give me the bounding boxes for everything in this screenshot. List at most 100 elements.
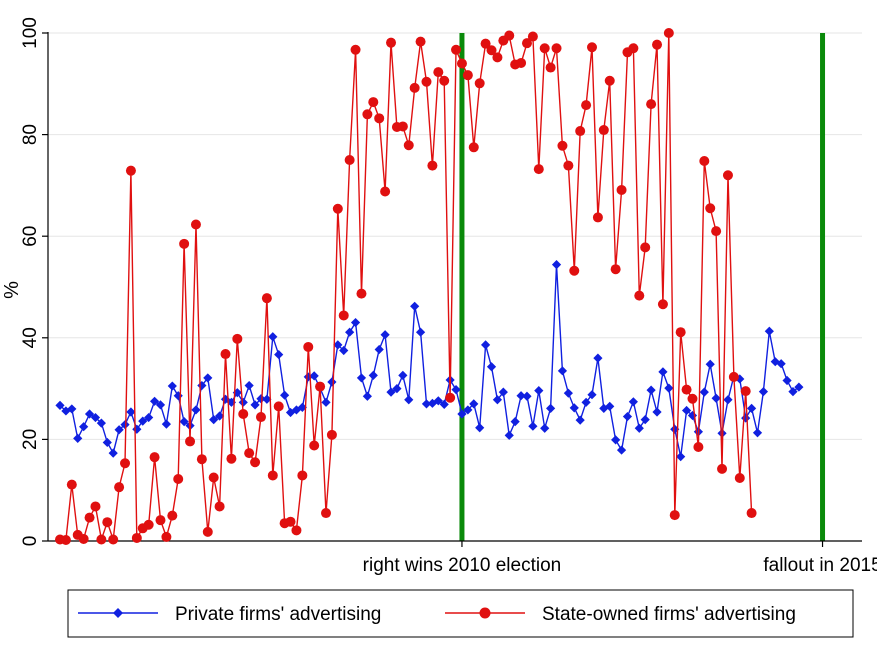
legend-marker	[479, 607, 491, 619]
data-point	[734, 473, 745, 484]
series-line	[59, 32, 753, 543]
data-point	[297, 470, 308, 481]
data-point	[120, 420, 130, 430]
data-point	[415, 36, 426, 47]
data-point	[368, 97, 379, 108]
data-point	[569, 403, 579, 413]
data-point	[711, 226, 722, 237]
data-point	[764, 326, 774, 336]
data-point	[439, 75, 450, 86]
data-point	[167, 510, 178, 521]
data-point	[563, 160, 574, 171]
data-point	[539, 43, 550, 54]
data-point	[527, 31, 538, 42]
data-point	[681, 384, 692, 395]
data-point	[256, 394, 266, 404]
data-point	[646, 99, 657, 110]
data-point	[238, 409, 249, 419]
data-point	[776, 359, 786, 369]
data-point	[510, 417, 520, 427]
data-point	[705, 203, 716, 214]
y-tick-label: 40	[20, 327, 41, 348]
data-point	[664, 383, 674, 393]
data-point	[557, 140, 568, 151]
data-point	[415, 327, 426, 337]
data-point	[226, 453, 237, 464]
data-point	[90, 501, 101, 512]
data-point	[634, 423, 644, 433]
data-point	[79, 422, 89, 432]
data-point	[161, 531, 172, 542]
data-point	[492, 395, 503, 405]
data-point	[333, 340, 343, 350]
data-point	[788, 387, 798, 397]
x-tick-label: right wins 2010 election	[363, 555, 562, 576]
data-point	[575, 126, 586, 137]
data-point	[315, 381, 326, 392]
data-point	[155, 400, 166, 410]
data-point	[592, 212, 603, 223]
data-point	[173, 474, 184, 485]
data-point	[610, 264, 621, 275]
data-point	[421, 76, 432, 87]
data-point	[131, 532, 142, 543]
data-point	[114, 425, 124, 435]
data-point	[475, 423, 485, 433]
data-point	[73, 433, 83, 443]
data-point	[456, 58, 467, 69]
data-point	[102, 437, 112, 448]
data-point	[196, 454, 207, 465]
data-point	[492, 52, 503, 63]
data-point	[356, 373, 367, 383]
data-point	[622, 411, 633, 422]
data-point	[593, 353, 603, 363]
data-point	[770, 357, 780, 367]
data-point	[285, 516, 296, 527]
series-line	[59, 264, 800, 457]
data-point	[521, 38, 532, 49]
y-tick-label: 0	[20, 536, 41, 547]
data-point	[545, 62, 556, 73]
data-point	[55, 400, 65, 410]
data-point	[433, 396, 443, 406]
axes	[47, 32, 862, 542]
data-point	[675, 327, 686, 338]
data-point	[332, 203, 343, 214]
data-point	[125, 165, 136, 176]
data-point	[445, 392, 456, 403]
data-point	[90, 412, 101, 423]
data-point	[374, 344, 384, 355]
data-point	[350, 44, 361, 55]
legend-label: State-owned firms' advertising	[542, 604, 796, 625]
data-point	[752, 428, 763, 438]
data-point	[717, 463, 728, 474]
data-point	[273, 401, 284, 412]
data-point	[439, 399, 449, 409]
data-point	[403, 140, 414, 151]
data-point	[274, 349, 284, 360]
data-point	[350, 317, 361, 328]
data-point	[587, 42, 597, 53]
data-point	[463, 405, 473, 415]
data-point	[687, 393, 698, 404]
data-point	[321, 397, 331, 407]
data-point	[102, 517, 113, 528]
y-tick-label: 60	[20, 226, 41, 247]
data-point	[782, 375, 792, 386]
data-point	[451, 385, 461, 395]
y-tick-label: 80	[20, 124, 41, 145]
data-point	[132, 424, 142, 434]
data-point	[155, 515, 166, 526]
data-point	[794, 382, 804, 392]
data-point	[202, 526, 213, 537]
data-point	[344, 155, 355, 165]
data-point	[504, 430, 514, 440]
y-axis-label: %	[1, 281, 23, 299]
data-point	[699, 156, 710, 167]
data-point	[540, 423, 550, 433]
data-point	[741, 413, 751, 423]
data-point	[114, 482, 125, 493]
data-point	[84, 512, 95, 523]
y-tick-label: 20	[20, 429, 41, 450]
